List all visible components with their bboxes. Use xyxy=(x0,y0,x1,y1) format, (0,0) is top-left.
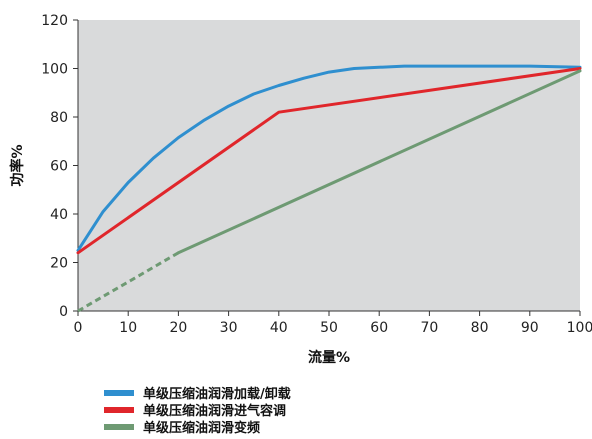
legend-swatch xyxy=(104,406,134,413)
x-tick-label: 90 xyxy=(521,320,539,336)
x-tick-label: 40 xyxy=(270,320,288,336)
x-tick-label: 60 xyxy=(370,320,388,336)
y-tick-label: 0 xyxy=(59,304,68,320)
x-tick-label: 10 xyxy=(119,320,137,336)
y-tick-label: 100 xyxy=(41,62,68,78)
series-1-line xyxy=(76,67,582,255)
x-axis-title: 流量% xyxy=(308,349,350,366)
series-0-line xyxy=(76,64,582,252)
legend-label: 单级压缩油润滑进气容调 xyxy=(143,404,287,419)
legend-label: 单级压缩油润滑加载/卸载 xyxy=(143,387,291,402)
legend-label: 单级压缩油润滑变频 xyxy=(143,421,261,436)
x-tick-label: 50 xyxy=(320,320,338,336)
series-2-line xyxy=(176,69,582,255)
y-tick-label: 40 xyxy=(50,207,68,223)
plot-area xyxy=(78,20,580,311)
legend-item-load-unload: 单级压缩油润滑加载/卸载 xyxy=(104,384,291,402)
x-tick-label: 0 xyxy=(74,320,83,336)
x-tick-label: 70 xyxy=(420,320,438,336)
legend: 单级压缩油润滑加载/卸载 单级压缩油润滑进气容调 单级压缩油润滑变频 xyxy=(104,384,291,436)
x-tick-label: 80 xyxy=(471,320,489,336)
x-axis-ticks: 0 10 20 30 40 50 60 70 80 90 100 xyxy=(74,311,592,336)
y-tick-label: 60 xyxy=(50,159,68,175)
x-tick-label: 30 xyxy=(220,320,238,336)
series-layer xyxy=(76,64,582,313)
chart: 0 20 40 60 80 100 120 0 10 20 30 40 50 60 70 80 90 100 功… xyxy=(9,13,592,366)
legend-swatch xyxy=(104,423,134,430)
y-axis-title: 功率% xyxy=(9,144,26,186)
legend-swatch xyxy=(104,389,134,396)
y-tick-label: 20 xyxy=(50,256,68,272)
x-tick-label: 100 xyxy=(567,320,592,336)
legend-item-inlet-modulation: 单级压缩油润滑进气容调 xyxy=(104,401,291,419)
y-tick-label: 120 xyxy=(41,13,68,29)
x-tick-label: 20 xyxy=(169,320,187,336)
legend-item-vsd: 单级压缩油润滑变频 xyxy=(104,418,291,436)
y-tick-label: 80 xyxy=(50,110,68,126)
y-axis-ticks: 0 20 40 60 80 100 120 xyxy=(41,13,78,320)
